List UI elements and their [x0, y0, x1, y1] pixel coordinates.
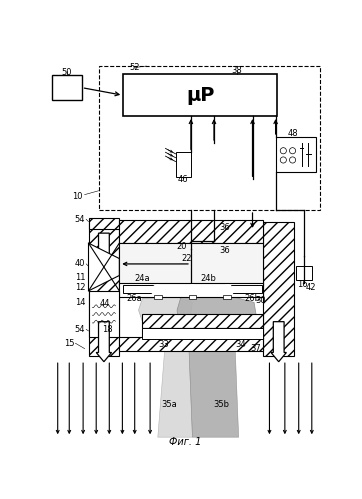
Circle shape	[186, 285, 199, 297]
Bar	[275, 137, 316, 172]
Text: 37: 37	[250, 344, 261, 353]
Text: 42: 42	[306, 283, 316, 292]
Bar	[119, 337, 263, 351]
Bar	[119, 283, 263, 297]
Polygon shape	[189, 339, 239, 437]
FancyArrow shape	[96, 322, 111, 362]
Bar	[142, 328, 263, 339]
Text: 24a: 24a	[135, 274, 150, 283]
Text: 18: 18	[102, 325, 113, 334]
Bar	[196, 231, 254, 252]
Bar	[123, 285, 154, 293]
Circle shape	[221, 285, 233, 297]
Bar	[296, 266, 312, 280]
Text: 12: 12	[75, 283, 85, 292]
Circle shape	[152, 285, 164, 297]
Text: 35a: 35a	[161, 400, 177, 409]
Text: 35b: 35b	[214, 400, 230, 409]
Bar	[189, 295, 196, 298]
Bar	[154, 295, 162, 298]
FancyArrow shape	[271, 322, 286, 362]
Text: 22: 22	[181, 254, 191, 263]
Text: 15: 15	[64, 339, 75, 348]
Text: 36: 36	[219, 223, 230, 232]
Bar	[88, 218, 119, 229]
Text: 16: 16	[297, 280, 308, 289]
Text: 36: 36	[219, 247, 230, 255]
Bar	[223, 295, 231, 298]
Bar	[142, 314, 263, 328]
Polygon shape	[158, 339, 193, 437]
Text: 33: 33	[159, 340, 169, 349]
Bar	[88, 291, 119, 337]
Text: 26a: 26a	[127, 294, 143, 303]
Text: 52: 52	[130, 63, 140, 72]
Text: Фиг. 1: Фиг. 1	[169, 437, 202, 447]
Text: 54: 54	[75, 215, 85, 224]
Bar	[176, 152, 191, 177]
Bar	[52, 75, 81, 100]
Text: 10: 10	[72, 193, 82, 202]
Bar	[119, 220, 263, 243]
Text: 46: 46	[178, 175, 189, 184]
Polygon shape	[177, 296, 258, 337]
Bar	[142, 328, 263, 339]
FancyArrow shape	[96, 233, 111, 269]
Text: 54: 54	[75, 325, 85, 334]
Text: 30: 30	[255, 295, 266, 304]
Bar	[119, 243, 263, 285]
Text: 50: 50	[62, 68, 72, 77]
Text: 26b: 26b	[244, 294, 261, 303]
Text: 34: 34	[235, 340, 245, 349]
Text: 24b: 24b	[200, 274, 216, 283]
Text: 38: 38	[232, 66, 243, 75]
Text: 20: 20	[176, 242, 187, 250]
Polygon shape	[139, 297, 193, 333]
Bar	[88, 222, 119, 356]
Text: 40: 40	[75, 259, 85, 268]
Bar	[98, 66, 320, 210]
Bar	[263, 222, 294, 356]
Bar	[231, 285, 262, 293]
Text: 48: 48	[287, 129, 298, 138]
Polygon shape	[88, 243, 119, 291]
Text: μP: μP	[186, 86, 214, 105]
Bar	[123, 74, 277, 116]
Text: 44: 44	[100, 299, 110, 308]
Text: 11: 11	[75, 272, 85, 281]
Text: 14: 14	[75, 298, 85, 307]
